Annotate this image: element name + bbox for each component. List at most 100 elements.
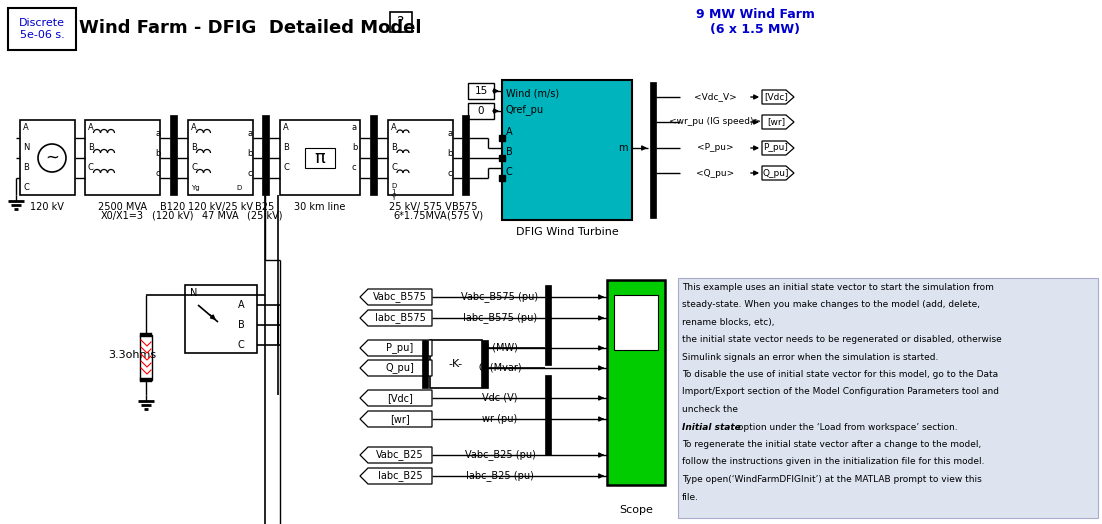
Polygon shape [360, 411, 432, 427]
Text: 120 kV/25 kV: 120 kV/25 kV [187, 202, 252, 212]
Text: m: m [618, 143, 627, 153]
Text: B575: B575 [452, 202, 478, 212]
Bar [614, 295, 658, 350]
Polygon shape [360, 468, 432, 484]
Text: Q_pu]: Q_pu] [386, 363, 414, 374]
Bar [188, 120, 253, 195]
Bar [262, 115, 269, 195]
Bar [422, 340, 428, 388]
Text: B120: B120 [161, 202, 185, 212]
Bar [503, 80, 633, 220]
Text: 6*1.75MVA: 6*1.75MVA [393, 211, 446, 221]
Text: Simulink signals an error when the simulation is started.: Simulink signals an error when the simul… [682, 353, 939, 362]
Text: A: A [506, 127, 512, 137]
Text: <Q_pu>: <Q_pu> [695, 169, 734, 178]
Text: Iabc_B575: Iabc_B575 [375, 312, 425, 323]
Bar [20, 120, 75, 195]
Text: Qref_pu: Qref_pu [506, 105, 544, 115]
Text: P_pu]: P_pu] [764, 144, 788, 152]
Bar [462, 115, 469, 195]
Text: 15: 15 [474, 86, 487, 96]
Text: [wr]: [wr] [390, 414, 410, 424]
Text: Wind (m/s): Wind (m/s) [506, 88, 559, 98]
Polygon shape [761, 141, 795, 155]
Text: c: c [352, 163, 357, 172]
Text: [Vdc]: [Vdc] [387, 393, 413, 403]
Text: the initial state vector needs to be regenerated or disabled, otherwise: the initial state vector needs to be reg… [682, 335, 1002, 344]
Text: N: N [190, 288, 197, 298]
Text: [wr]: [wr] [767, 117, 785, 126]
Text: B: B [23, 163, 29, 172]
Text: 25 kV/ 575 V: 25 kV/ 575 V [389, 202, 452, 212]
Text: Vdc (V): Vdc (V) [483, 393, 518, 403]
Text: b: b [447, 148, 453, 158]
Text: Vabc_B575 (pu): Vabc_B575 (pu) [462, 291, 539, 302]
Text: b: b [155, 148, 161, 158]
Text: D: D [236, 185, 241, 191]
Text: π: π [315, 149, 325, 167]
Text: <P_pu>: <P_pu> [696, 144, 733, 152]
Text: X0/X1=3: X0/X1=3 [100, 211, 143, 221]
Bar [388, 120, 453, 195]
Text: Scope: Scope [619, 505, 653, 515]
Text: a: a [155, 128, 160, 137]
Text: To regenerate the initial state vector after a change to the model,: To regenerate the initial state vector a… [682, 440, 981, 449]
Text: file.: file. [682, 493, 699, 501]
Text: Iabc_B25 (pu): Iabc_B25 (pu) [466, 471, 534, 482]
Polygon shape [360, 360, 432, 376]
Text: B: B [191, 144, 197, 152]
Bar [607, 280, 665, 485]
Text: Type open(‘WindFarmDFIGInit’) at the MATLAB prompt to view this: Type open(‘WindFarmDFIGInit’) at the MAT… [682, 475, 982, 484]
Text: A: A [283, 124, 289, 133]
Bar [482, 340, 488, 388]
Text: B: B [238, 320, 245, 330]
Polygon shape [360, 310, 432, 326]
Text: [Vdc]: [Vdc] [764, 93, 788, 102]
Bar [430, 340, 482, 388]
Text: DFIG Wind Turbine: DFIG Wind Turbine [516, 227, 618, 237]
Text: b: b [352, 144, 357, 152]
Text: C: C [391, 163, 397, 172]
Text: c: c [247, 169, 251, 178]
Text: Iabc_B25: Iabc_B25 [378, 471, 422, 482]
Text: C: C [23, 183, 29, 192]
Text: wr (pu): wr (pu) [483, 414, 518, 424]
Text: b: b [247, 148, 252, 158]
Text: Q_pu]: Q_pu] [763, 169, 789, 178]
Text: -K-: -K- [449, 359, 463, 369]
Bar [305, 148, 335, 168]
Text: c: c [155, 169, 160, 178]
Text: B: B [283, 144, 289, 152]
Text: Vabc_B25 (pu): Vabc_B25 (pu) [465, 450, 536, 461]
Text: A: A [191, 124, 197, 133]
Text: 1: 1 [391, 189, 396, 195]
Text: (120 kV): (120 kV) [152, 211, 194, 221]
Text: C: C [191, 163, 197, 172]
Polygon shape [360, 340, 432, 356]
Text: P_pu]: P_pu] [387, 343, 413, 354]
Bar [140, 333, 152, 337]
Text: B: B [506, 147, 512, 157]
Text: D: D [391, 183, 397, 189]
Text: ?: ? [398, 15, 404, 29]
Text: follow the instructions given in the initialization file for this model.: follow the instructions given in the ini… [682, 457, 984, 466]
Polygon shape [360, 390, 432, 406]
Text: A: A [391, 124, 397, 133]
Text: <Vdc_V>: <Vdc_V> [693, 93, 736, 102]
Text: A: A [88, 124, 94, 133]
Text: 0: 0 [478, 106, 484, 116]
Text: Iabc_B575 (pu): Iabc_B575 (pu) [463, 312, 537, 323]
Text: To disable the use of initial state vector for this model, go to the Data: To disable the use of initial state vect… [682, 370, 998, 379]
Bar [370, 115, 377, 195]
Text: Discrete
5e-06 s.: Discrete 5e-06 s. [19, 18, 65, 40]
Text: B: B [391, 144, 397, 152]
Polygon shape [360, 289, 432, 305]
Bar [678, 278, 1098, 518]
Text: This example uses an initial state vector to start the simulation from: This example uses an initial state vecto… [682, 282, 994, 291]
Text: 30 km line: 30 km line [294, 202, 346, 212]
Text: steady-state. When you make changes to the model (add, delete,: steady-state. When you make changes to t… [682, 300, 980, 309]
Text: 47 MVA: 47 MVA [202, 211, 238, 221]
Bar [468, 103, 494, 119]
Text: <wr_pu (IG speed)>: <wr_pu (IG speed)> [669, 117, 761, 126]
Bar [545, 375, 551, 455]
